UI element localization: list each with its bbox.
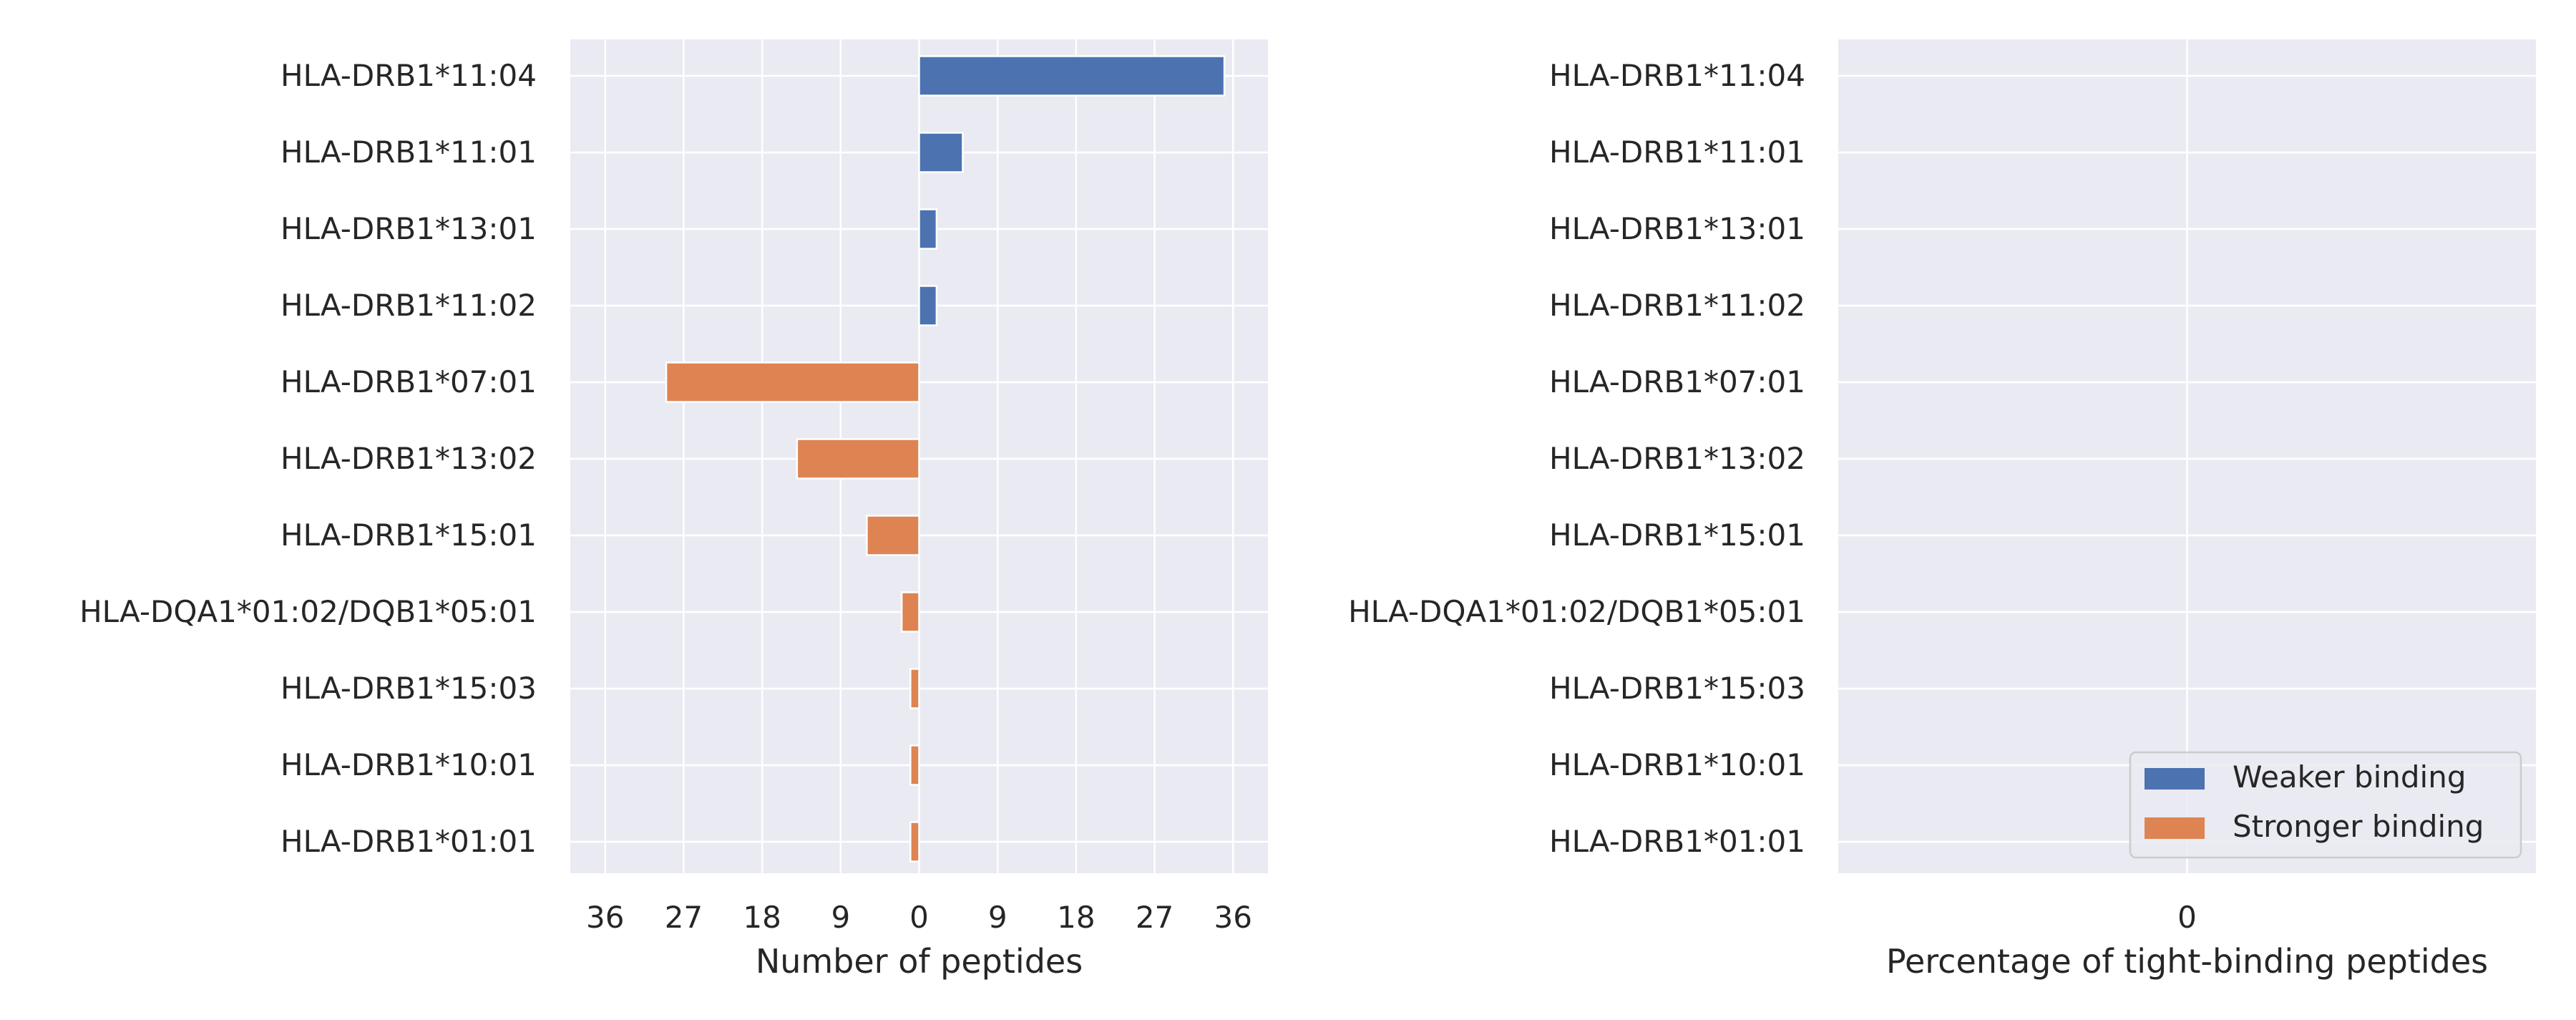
bar-weaker-2 xyxy=(918,208,938,250)
y-tick-label: HLA-DRB1*11:01 xyxy=(280,135,537,170)
y-tick-label: HLA-DRB1*10:01 xyxy=(1549,747,1805,782)
legend-label-weaker: Weaker binding xyxy=(2233,759,2466,795)
y-tick-label: HLA-DRB1*13:02 xyxy=(280,441,537,476)
y-tick-label: HLA-DRB1*11:02 xyxy=(1549,288,1805,323)
y-tick-label: HLA-DQA1*01:02/DQB1*05:01 xyxy=(79,594,537,629)
x-tick-label: 27 xyxy=(1136,900,1174,935)
x-tick-label: 0 xyxy=(2177,900,2197,935)
bar-stronger-6 xyxy=(866,515,920,556)
y-tick-label: HLA-DRB1*15:03 xyxy=(280,671,537,706)
legend-swatch-weaker xyxy=(2145,768,2205,790)
bar-stronger-4 xyxy=(665,361,920,403)
y-tick-label: HLA-DRB1*07:01 xyxy=(280,364,537,399)
chart-panel-1: HLA-DRB1*11:04 HLA-DRB1*11:01 HLA-DRB1*13:… xyxy=(79,39,1268,981)
x-tick-label: 36 xyxy=(1214,900,1252,935)
y-tick-label: HLA-DRB1*11:04 xyxy=(280,58,537,93)
x-tick-label: 18 xyxy=(743,900,781,935)
y-tick-label: HLA-DRB1*07:01 xyxy=(1549,364,1805,399)
y-tick-label: HLA-DRB1*01:01 xyxy=(280,824,537,859)
bar-stronger-5 xyxy=(796,438,920,480)
chart-panel-2: HLA-DRB1*11:04 HLA-DRB1*11:01 HLA-DRB1*13:… xyxy=(1348,39,2536,981)
x-tick-label: 27 xyxy=(665,900,703,935)
bar-stronger-10 xyxy=(909,821,920,863)
x-tick-label: 18 xyxy=(1057,900,1095,935)
y-tick-label: HLA-DRB1*11:01 xyxy=(1549,135,1805,170)
legend-frame xyxy=(2129,751,2522,859)
bar-stronger-9 xyxy=(909,744,920,786)
y-tick-label: HLA-DRB1*11:04 xyxy=(1549,58,1805,93)
bar-stronger-8 xyxy=(909,668,920,709)
legend-label-stronger: Stronger binding xyxy=(2233,809,2484,844)
bar-weaker-0 xyxy=(918,55,1226,97)
y-tick-label: HLA-DRB1*10:01 xyxy=(280,747,537,782)
y-tick-label: HLA-DRB1*11:02 xyxy=(280,288,537,323)
y-tick-label: HLA-DRB1*13:01 xyxy=(280,211,537,246)
bar-weaker-1 xyxy=(918,132,964,173)
x-axis-label: Number of peptides xyxy=(756,942,1083,981)
y-tick-label: HLA-DQA1*01:02/DQB1*05:01 xyxy=(1348,594,1805,629)
y-tick-label: HLA-DRB1*15:01 xyxy=(1549,518,1805,553)
legend-swatch-stronger xyxy=(2145,817,2205,839)
legend: Weaker binding Stronger binding xyxy=(2129,751,2522,859)
x-tick-label: 0 xyxy=(909,900,929,935)
y-tick-label: HLA-DRB1*15:01 xyxy=(280,518,537,553)
x-tick-label: 9 xyxy=(831,900,850,935)
x-axis-label: Percentage of tight-binding peptides xyxy=(1886,942,2488,981)
bar-weaker-3 xyxy=(918,285,938,326)
y-tick-label: HLA-DRB1*13:01 xyxy=(1549,211,1805,246)
y-tick-label: HLA-DRB1*13:02 xyxy=(1549,441,1805,476)
y-tick-label: HLA-DRB1*01:01 xyxy=(1549,824,1805,859)
bar-stronger-7 xyxy=(900,591,920,633)
x-tick-label: 36 xyxy=(586,900,624,935)
y-tick-label: HLA-DRB1*15:03 xyxy=(1549,671,1805,706)
x-tick-label: 9 xyxy=(988,900,1008,935)
